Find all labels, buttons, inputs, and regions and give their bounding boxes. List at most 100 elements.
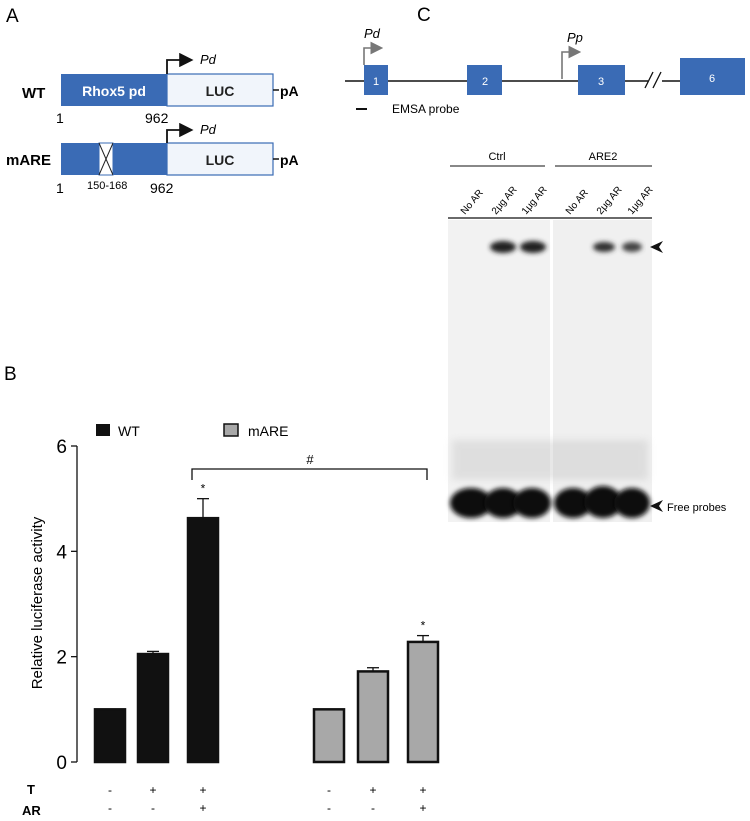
wt-construct: WT Rhox5 pd LUC pA Pd 1 962 [22,52,299,126]
wt-tss-arrow [166,52,194,74]
lane-5-label: 2μg AR [595,185,625,217]
condition-t-6: + [419,783,426,797]
exon-3-box [578,65,625,95]
mare-tss-arrow [166,122,194,143]
exon-1-box [364,65,388,95]
exon-6-box [680,58,745,95]
condition-ar-6: + [419,801,426,815]
significance-star: * [201,482,206,496]
pp-arrow [561,45,582,79]
bar-mare-3 [406,640,440,764]
gene-break-b [652,71,662,89]
pd-arrow [363,41,384,65]
free-probe-arrowhead [650,500,663,512]
gene-break-a [644,71,654,89]
mare-start-label: 1 [56,180,64,196]
emsa-gel [448,220,652,522]
gel-header: Ctrl ARE2 No AR 2μg AR 1μg AR No AR 2μg … [448,151,656,219]
exon-2-label: 2 [482,76,488,88]
wt-polya-label: pA [280,83,299,99]
bar-wt-3 [186,516,220,764]
mare-mutation-label: 150-168 [87,180,127,192]
free-probe-lane-5 [584,486,622,518]
shift-band-lane-6 [622,242,642,252]
free-probes-label: Free probes [667,502,727,514]
exon-1-label: 1 [373,76,379,88]
exon-6-label: 6 [709,73,715,85]
mare-polya-label: pA [280,152,299,168]
bracket-label: # [306,452,314,467]
mare-mutation-cross-b [98,142,114,176]
lane-4-label: No AR [564,188,591,217]
mare-end-label: 962 [150,180,174,196]
y-tick-label: 2 [56,648,67,669]
shift-band-arrowhead [650,241,663,253]
condition-ar-3: + [199,801,206,815]
mare-construct: mARE LUC pA Pd 1 150-168 962 [6,122,299,196]
lane-6-label: 1μg AR [626,185,656,217]
y-axis-label: Relative luciferase activity [29,516,46,689]
panel-b-letter: B [4,364,17,385]
shift-band-lane-5 [593,242,615,252]
free-probe-smear [452,440,648,480]
bars-group: ** [93,482,440,764]
free-probe-lane-1 [450,488,492,518]
condition-ar-1: - [108,801,112,815]
mare-luc-label: LUC [206,152,235,168]
free-probe-lane-3 [513,488,551,518]
bar-wt-1 [93,708,127,764]
condition-ar-5: - [371,801,375,815]
bar-wt-2 [136,652,170,764]
free-probe-lane-4 [554,488,592,518]
wt-start-label: 1 [56,110,64,126]
wt-luc-box [166,73,274,107]
wt-promoter-box [61,74,167,106]
bar-mare-2 [356,670,390,764]
panel-a-letter: A [6,6,19,27]
mare-luc-box [166,142,274,176]
condition-row-label-ar: AR [22,803,41,818]
lane-2-label: 2μg AR [490,185,520,217]
legend-label-mare: mARE [248,423,288,439]
panel-b: B WT mARE Relative luciferase activity 0… [4,364,440,818]
free-probe-lane-6 [614,488,650,518]
lane-1-label: No AR [459,188,486,217]
legend-swatch-mare [223,423,239,437]
legend-label-wt: WT [118,423,140,439]
chart-legend: WT mARE [96,423,288,439]
wt-tss-label: Pd [200,52,217,67]
condition-ar-2: - [151,801,155,815]
mare-promoter-box-right [113,143,167,175]
panel-c: C 1 2 3 6 Pd Pp EMSA probe Ctrl [345,5,745,522]
pd-label: Pd [364,26,381,41]
wt-luc-label: LUC [206,83,235,99]
probe-label: EMSA probe [392,102,460,116]
legend-swatch-wt [96,424,110,436]
condition-t-1: - [108,783,112,797]
y-tick-label: 6 [56,437,67,458]
shift-band-lane-3 [520,241,546,253]
shift-band-lane-2 [490,241,516,253]
condition-row-label-t: T [27,782,35,797]
wt-end-label: 962 [145,110,169,126]
condition-t-3: + [199,783,206,797]
y-axis-ticks: 0 2 4 6 [56,437,77,774]
exon-3-label: 3 [598,76,604,88]
panel-c-letter: C [417,5,431,26]
ctrl-group-label: Ctrl [488,151,505,163]
significance-star: * [421,619,426,633]
significance-bracket: # [191,452,428,480]
exon-2-box [467,65,502,95]
y-tick-label: 0 [56,753,67,774]
condition-t-4: - [327,783,331,797]
free-probe-lane-2 [484,488,522,518]
condition-ar-4: - [327,801,331,815]
gene-structure: 1 2 3 6 Pd Pp EMSA probe [345,26,745,116]
mare-promoter-box-left [61,143,99,175]
are2-group-label: ARE2 [589,151,618,163]
mare-tss-label: Pd [200,122,217,137]
y-tick-label: 4 [56,542,67,563]
bracket-line [191,468,428,480]
panel-a: A WT Rhox5 pd LUC pA Pd 1 962 mARE LUC [6,6,299,196]
wt-label: WT [22,85,45,102]
